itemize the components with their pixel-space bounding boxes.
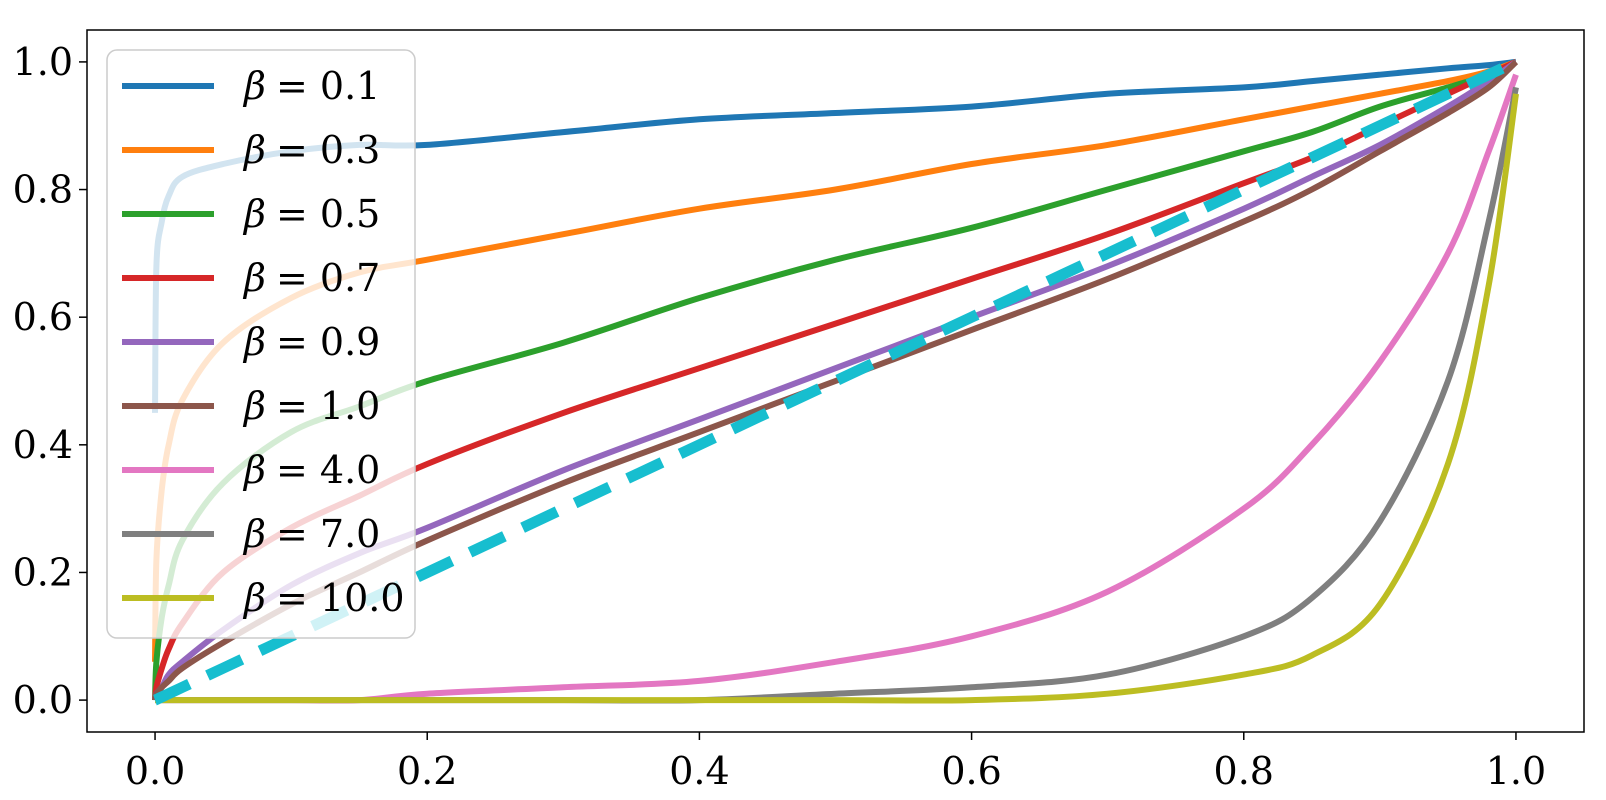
legend-symbol: β [242,256,266,300]
legend-symbol: β [242,64,266,108]
legend-item: β = 7.0 [122,512,380,556]
x-tick-label: 0.6 [941,749,1001,793]
legend-value: = 0.3 [276,128,380,172]
x-axis-ticks: 0.0 0.2 0.4 0.6 0.8 1.0 [125,732,1546,793]
legend-symbol: β [242,128,266,172]
legend-label: β = 0.5 [242,192,380,236]
legend-value: = 1.0 [276,384,380,428]
legend-item: β = 10.0 [122,576,405,620]
legend-value: = 0.7 [276,256,380,300]
legend-value: = 4.0 [276,448,380,492]
legend-item: β = 0.3 [122,128,380,172]
legend-label: β = 0.3 [242,128,380,172]
legend: β = 0.1β = 0.3β = 0.5β = 0.7β = 0.9β = 1.0β = 4… [106,49,416,639]
legend-label: β = 0.1 [242,64,380,108]
legend-item: β = 0.9 [122,320,380,364]
plot-frame [86,29,1585,733]
legend-value: = 0.5 [276,192,380,236]
legend-symbol: β [242,384,266,428]
series-line-6 [152,59,1519,701]
legend-label: β = 1.0 [242,384,380,428]
legend-value: = 7.0 [276,512,380,556]
legend-label: β = 10.0 [242,576,405,620]
y-axis-ticks: 0.0 0.2 0.4 0.6 0.8 1.0 [13,40,87,722]
legend-value: = 0.1 [276,64,380,108]
series-line-dashed [150,56,1519,706]
y-tick-label: 0.8 [13,168,73,212]
y-tick-label: 0.0 [13,678,73,722]
x-tick-label: 0.2 [397,749,457,793]
series-layer [150,56,1519,706]
y-tick-label: 0.6 [13,295,73,339]
legend-item: β = 1.0 [122,384,380,428]
legend-symbol: β [242,576,266,620]
series-line-9 [153,93,1519,704]
legend-symbol: β [242,192,266,236]
series-line-5 [152,59,1518,701]
legend-symbol: β [242,512,266,556]
legend-item: β = 0.5 [122,192,380,236]
y-tick-label: 0.4 [13,423,73,467]
legend-value: = 0.9 [276,320,380,364]
x-tick-label: 0.8 [1214,749,1274,793]
legend-item: β = 0.1 [122,64,380,108]
legend-symbol: β [242,320,266,364]
legend-label: β = 0.7 [242,256,380,300]
legend-box [106,49,416,639]
x-tick-label: 0.4 [669,749,729,793]
x-tick-label: 1.0 [1486,749,1546,793]
y-tick-label: 1.0 [13,40,73,84]
x-tick-label: 0.0 [125,749,185,793]
legend-value: = 10.0 [276,576,405,620]
legend-item: β = 4.0 [122,448,380,492]
legend-label: β = 7.0 [242,512,380,556]
y-tick-label: 0.2 [13,550,73,594]
legend-symbol: β [242,448,266,492]
legend-label: β = 0.9 [242,320,380,364]
legend-label: β = 4.0 [242,448,380,492]
legend-item: β = 0.7 [122,256,380,300]
